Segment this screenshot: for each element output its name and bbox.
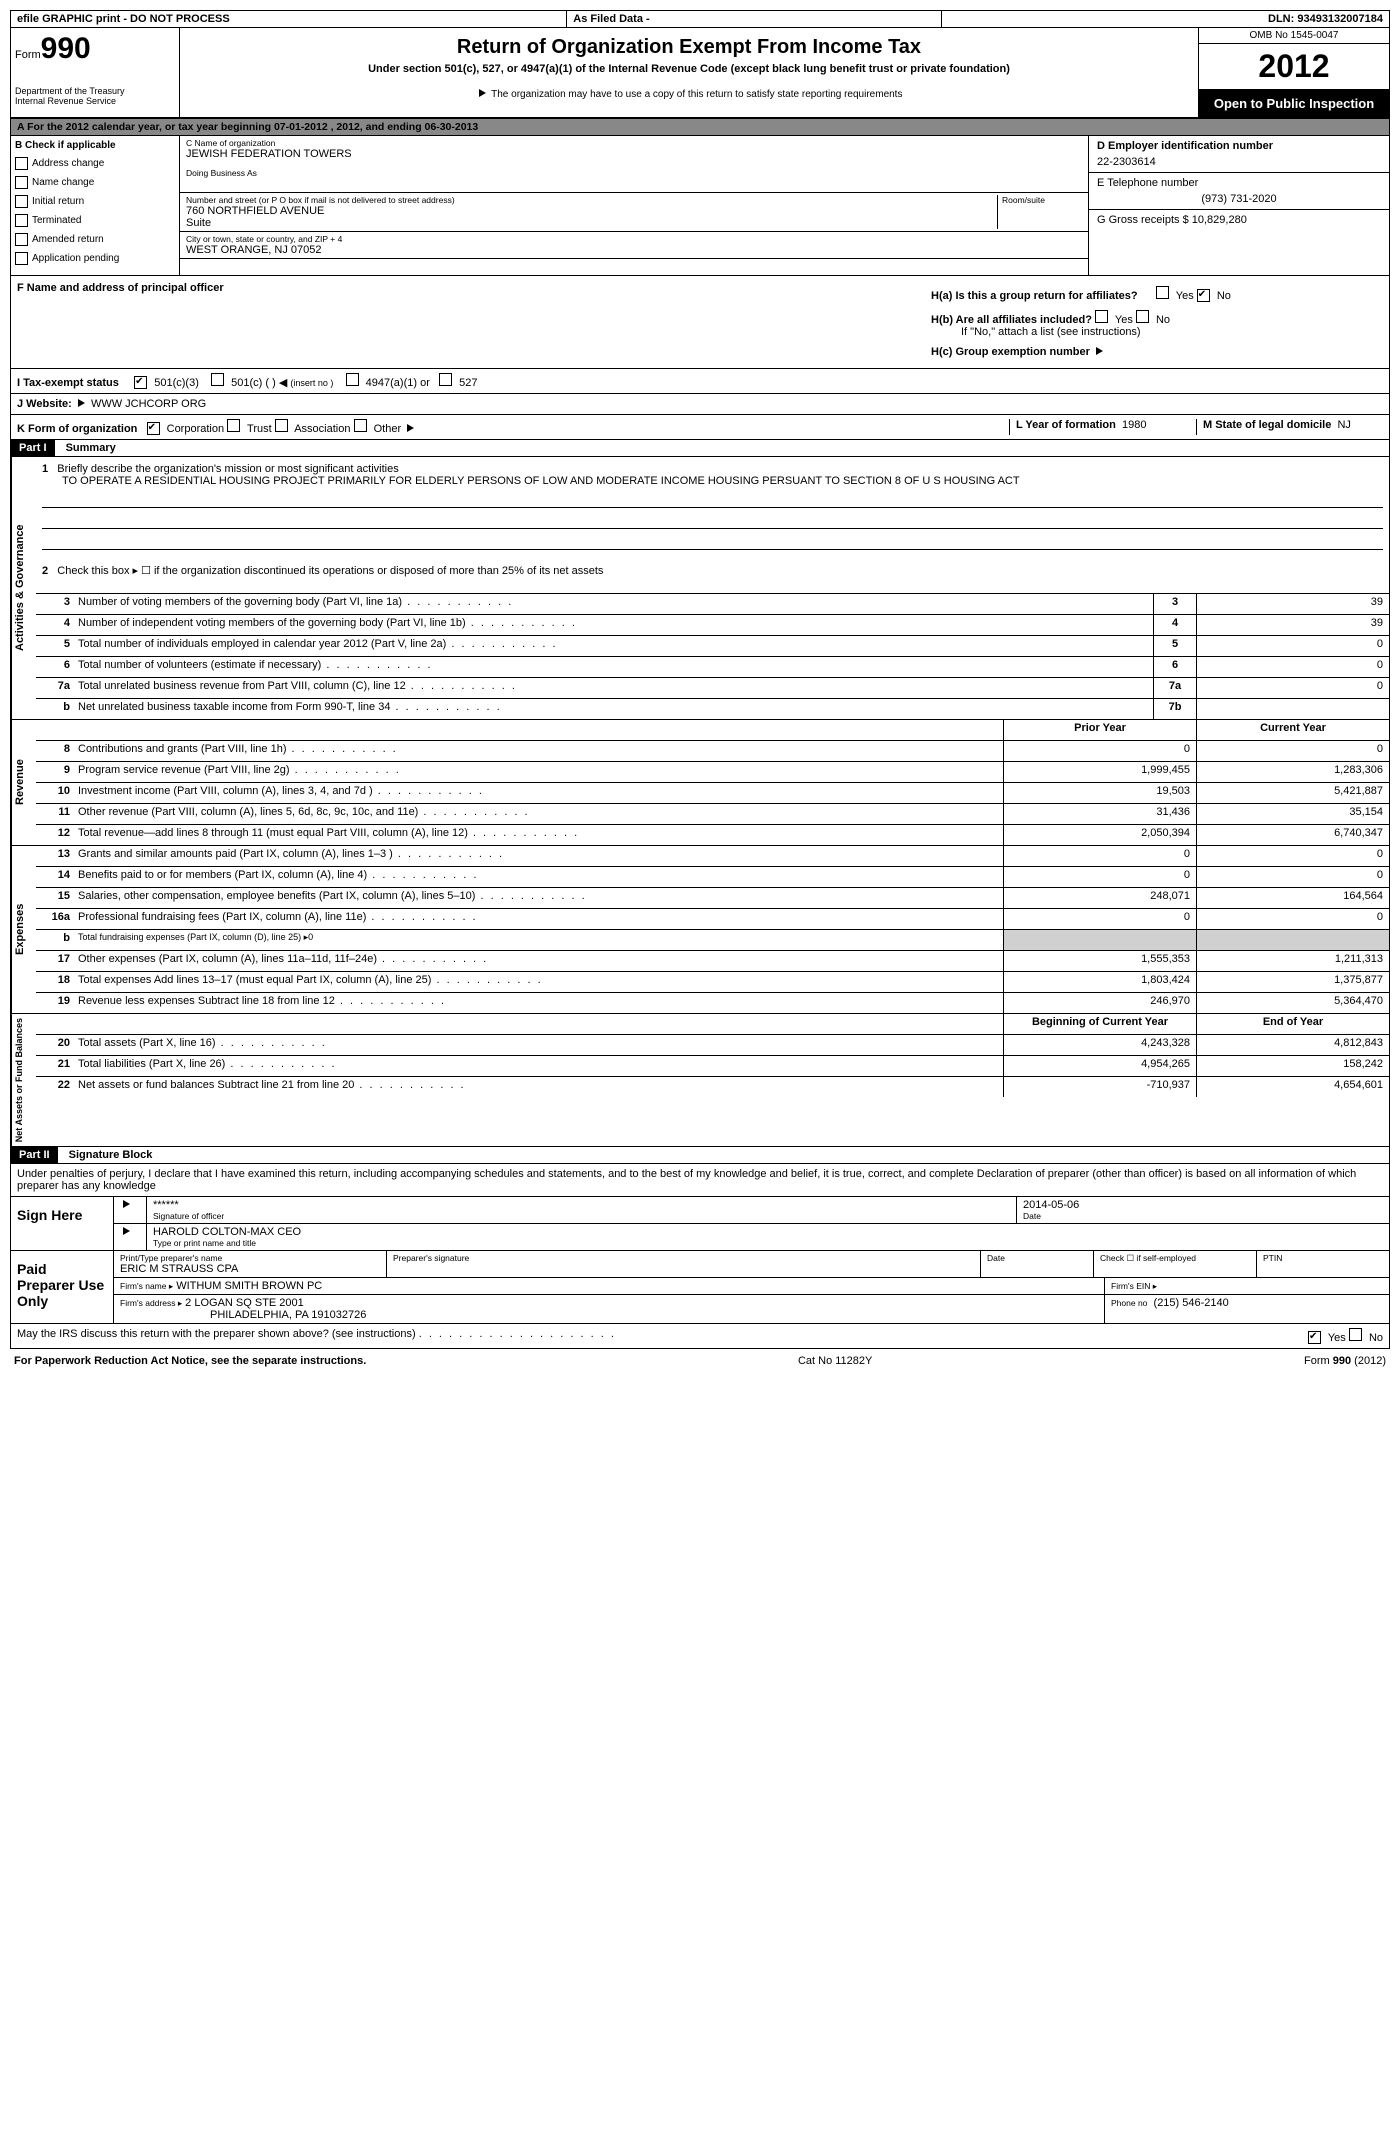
checkbox-ha-no[interactable] bbox=[1197, 289, 1210, 302]
form-subtitle: Under section 501(c), 527, or 4947(a)(1)… bbox=[184, 63, 1194, 75]
net-assets-section: Net Assets or Fund Balances Beginning of… bbox=[11, 1013, 1389, 1146]
summary-row: b Net unrelated business taxable income … bbox=[36, 698, 1389, 719]
checkbox-501c3[interactable] bbox=[134, 376, 147, 389]
h-c: H(c) Group exemption number bbox=[923, 342, 1383, 362]
checkbox-hb-no[interactable] bbox=[1136, 310, 1149, 323]
form-header: Form990 Department of the Treasury Inter… bbox=[11, 28, 1389, 118]
summary-row: 8 Contributions and grants (Part VIII, l… bbox=[36, 740, 1389, 761]
section-bcd: B Check if applicable Address change Nam… bbox=[11, 136, 1389, 275]
preparer-phone: (215) 546-2140 bbox=[1154, 1297, 1229, 1309]
expenses-section: Expenses 13 Grants and similar amounts p… bbox=[11, 845, 1389, 1013]
paid-preparer-block: Paid Preparer Use Only Print/Type prepar… bbox=[11, 1250, 1389, 1323]
checkbox-trust[interactable] bbox=[227, 419, 240, 432]
discuss-row: May the IRS discuss this return with the… bbox=[11, 1323, 1389, 1348]
firm-name: WITHUM SMITH BROWN PC bbox=[176, 1280, 322, 1292]
mission-text: TO OPERATE A RESIDENTIAL HOUSING PROJECT… bbox=[42, 475, 1383, 487]
summary-row: 18 Total expenses Add lines 13–17 (must … bbox=[36, 971, 1389, 992]
gross-receipts: 10,829,280 bbox=[1192, 214, 1247, 226]
summary-row: 21 Total liabilities (Part X, line 26) 4… bbox=[36, 1055, 1389, 1076]
summary-row: 5 Total number of individuals employed i… bbox=[36, 635, 1389, 656]
checkbox-address-change[interactable] bbox=[15, 157, 28, 170]
summary-row: 17 Other expenses (Part IX, column (A), … bbox=[36, 950, 1389, 971]
perjury-statement: Under penalties of perjury, I declare th… bbox=[11, 1164, 1389, 1196]
checkbox-assoc[interactable] bbox=[275, 419, 288, 432]
row-j: J Website: WWW JCHCORP ORG bbox=[11, 393, 1389, 414]
phone: (973) 731-2020 bbox=[1097, 193, 1381, 205]
header-right: OMB No 1545-0047 2012 Open to Public Ins… bbox=[1198, 28, 1389, 117]
row-f-h: F Name and address of principal officer … bbox=[11, 275, 1389, 368]
arrow-icon bbox=[1096, 347, 1103, 355]
officer-name: HAROLD COLTON-MAX CEO bbox=[153, 1226, 1383, 1238]
checkbox-527[interactable] bbox=[439, 373, 452, 386]
summary-row: 9 Program service revenue (Part VIII, li… bbox=[36, 761, 1389, 782]
summary-row: 12 Total revenue—add lines 8 through 11 … bbox=[36, 824, 1389, 845]
checkbox-name-change[interactable] bbox=[15, 176, 28, 189]
header-left: Form990 Department of the Treasury Inter… bbox=[11, 28, 180, 117]
checkbox-discuss-no[interactable] bbox=[1349, 1328, 1362, 1341]
checkbox-4947[interactable] bbox=[346, 373, 359, 386]
summary-row: 15 Salaries, other compensation, employe… bbox=[36, 887, 1389, 908]
summary-row: 13 Grants and similar amounts paid (Part… bbox=[36, 846, 1389, 866]
checkbox-501c[interactable] bbox=[211, 373, 224, 386]
summary-row: 14 Benefits paid to or for members (Part… bbox=[36, 866, 1389, 887]
summary-row: 4 Number of independent voting members o… bbox=[36, 614, 1389, 635]
activities-governance: Activities & Governance 1 Briefly descri… bbox=[11, 457, 1389, 719]
firm-address: 2 LOGAN SQ STE 2001 bbox=[185, 1297, 304, 1309]
arrow-icon bbox=[123, 1200, 130, 1208]
h-b: H(b) Are all affiliates included? Yes No… bbox=[923, 306, 1383, 342]
col-d: D Employer identification number 22-2303… bbox=[1088, 136, 1389, 275]
as-filed: As Filed Data - bbox=[567, 11, 942, 27]
summary-row: 19 Revenue less expenses Subtract line 1… bbox=[36, 992, 1389, 1013]
arrow-icon bbox=[78, 399, 85, 407]
form-container: efile GRAPHIC print - DO NOT PROCESS As … bbox=[10, 10, 1390, 1349]
arrow-icon bbox=[479, 89, 486, 97]
row-i: I Tax-exempt status 501(c)(3) 501(c) ( )… bbox=[11, 368, 1389, 393]
checkbox-app-pending[interactable] bbox=[15, 252, 28, 265]
col-b-checkboxes: B Check if applicable Address change Nam… bbox=[11, 136, 180, 275]
footer: For Paperwork Reduction Act Notice, see … bbox=[10, 1349, 1390, 1367]
org-name: JEWISH FEDERATION TOWERS bbox=[186, 148, 1082, 160]
form-title: Return of Organization Exempt From Incom… bbox=[184, 36, 1194, 59]
city-state-zip: WEST ORANGE, NJ 07052 bbox=[186, 244, 1082, 256]
street-address: 760 NORTHFIELD AVENUE bbox=[186, 205, 997, 217]
part-i-header: Part I Summary bbox=[11, 439, 1389, 457]
preparer-name: ERIC M STRAUSS CPA bbox=[120, 1263, 380, 1275]
checkbox-discuss-yes[interactable] bbox=[1308, 1331, 1321, 1344]
website: WWW JCHCORP ORG bbox=[91, 398, 206, 410]
summary-row: 6 Total number of volunteers (estimate i… bbox=[36, 656, 1389, 677]
summary-row: 22 Net assets or fund balances Subtract … bbox=[36, 1076, 1389, 1097]
checkbox-terminated[interactable] bbox=[15, 214, 28, 227]
arrow-icon bbox=[123, 1227, 130, 1235]
efile-notice: efile GRAPHIC print - DO NOT PROCESS bbox=[11, 11, 567, 27]
arrow-icon bbox=[407, 424, 414, 432]
open-to-public: Open to Public Inspection bbox=[1199, 90, 1389, 117]
dln: DLN: 93493132007184 bbox=[942, 11, 1389, 27]
revenue-section: Revenue Prior Year Current Year 8 Contri… bbox=[11, 719, 1389, 845]
summary-row: 16a Professional fundraising fees (Part … bbox=[36, 908, 1389, 929]
header-center: Return of Organization Exempt From Incom… bbox=[180, 28, 1198, 117]
checkbox-corp[interactable] bbox=[147, 422, 160, 435]
summary-row: 20 Total assets (Part X, line 16) 4,243,… bbox=[36, 1034, 1389, 1055]
summary-row: 10 Investment income (Part VIII, column … bbox=[36, 782, 1389, 803]
part-ii-header: Part II Signature Block bbox=[11, 1146, 1389, 1164]
checkbox-other[interactable] bbox=[354, 419, 367, 432]
summary-row: 3 Number of voting members of the govern… bbox=[36, 593, 1389, 614]
tax-year: 2012 bbox=[1199, 44, 1389, 90]
top-banner: efile GRAPHIC print - DO NOT PROCESS As … bbox=[11, 11, 1389, 28]
sign-here-block: Sign Here ****** Signature of officer 20… bbox=[11, 1196, 1389, 1250]
ein: 22-2303614 bbox=[1097, 156, 1381, 168]
checkbox-initial-return[interactable] bbox=[15, 195, 28, 208]
tax-year-bar: A For the 2012 calendar year, or tax yea… bbox=[11, 118, 1389, 136]
checkbox-ha-yes[interactable] bbox=[1156, 286, 1169, 299]
col-c: C Name of organization JEWISH FEDERATION… bbox=[180, 136, 1088, 275]
summary-row: 7a Total unrelated business revenue from… bbox=[36, 677, 1389, 698]
summary-row: 11 Other revenue (Part VIII, column (A),… bbox=[36, 803, 1389, 824]
checkbox-hb-yes[interactable] bbox=[1095, 310, 1108, 323]
h-a: H(a) Is this a group return for affiliat… bbox=[923, 282, 1383, 306]
summary-row: b Total fundraising expenses (Part IX, c… bbox=[36, 929, 1389, 950]
checkbox-amended[interactable] bbox=[15, 233, 28, 246]
row-k: K Form of organization Corporation Trust… bbox=[11, 414, 1389, 439]
